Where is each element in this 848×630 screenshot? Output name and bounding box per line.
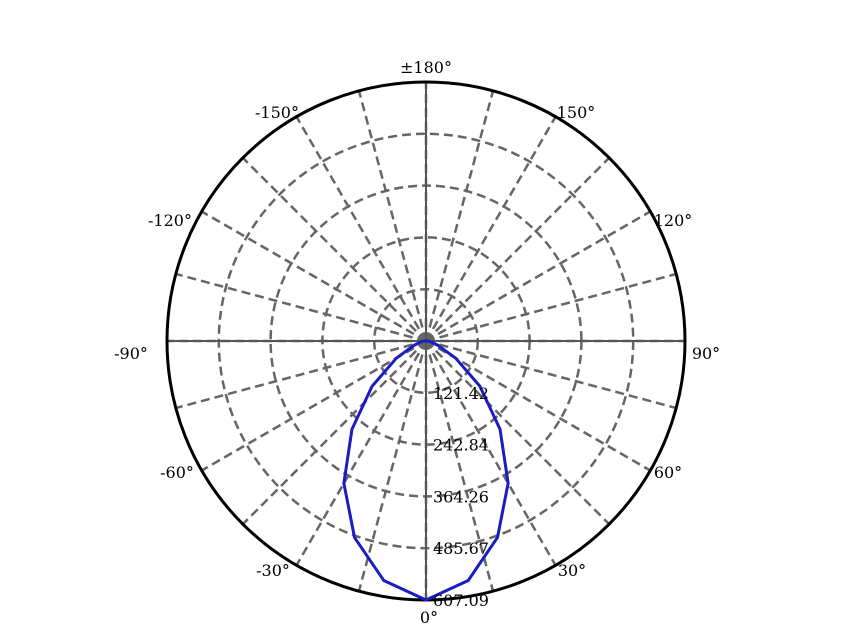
label-layer: 121.42 242.84 364.26 485.67 607.09 ±180° 150° 1… xyxy=(114,58,720,627)
angle-label: 60° xyxy=(654,463,682,482)
intensity-curve xyxy=(342,339,510,602)
grid-spoke xyxy=(425,339,677,410)
curve-layer xyxy=(342,339,510,602)
grid-spoke xyxy=(425,339,651,472)
grid-spoke xyxy=(241,156,427,342)
grid-spoke xyxy=(424,340,557,566)
grid-spoke xyxy=(425,156,611,342)
grid-spoke xyxy=(295,340,428,566)
angle-label: -90° xyxy=(114,344,148,363)
grid-spoke xyxy=(175,339,427,410)
angle-label: -60° xyxy=(160,463,194,482)
grid-spoke xyxy=(424,340,495,592)
angle-label: 150° xyxy=(557,103,596,122)
radial-tick-label: 242.84 xyxy=(433,436,489,455)
grid-spoke xyxy=(357,90,428,342)
radial-tick-label: 485.67 xyxy=(433,539,489,558)
grid-spoke xyxy=(425,340,611,526)
grid-spoke xyxy=(175,272,427,343)
radial-tick-label: 364.26 xyxy=(433,487,489,506)
grid-spoke xyxy=(424,116,557,342)
grid-spoke xyxy=(241,340,427,526)
angle-label: -150° xyxy=(255,103,299,122)
angle-label: 0° xyxy=(420,608,438,627)
grid-layer xyxy=(165,80,687,602)
grid-spoke xyxy=(425,210,651,343)
angle-label: -30° xyxy=(256,561,290,580)
angle-label: 30° xyxy=(558,561,586,580)
radial-tick-label: 121.42 xyxy=(433,384,489,403)
grid-spoke xyxy=(295,116,428,342)
angle-label: 90° xyxy=(692,344,720,363)
angle-label: -120° xyxy=(148,211,192,230)
angle-label: 120° xyxy=(654,211,693,230)
grid-spoke xyxy=(201,210,427,343)
radial-tick-label: 607.09 xyxy=(433,591,489,610)
angle-label: ±180° xyxy=(400,58,452,77)
grid-spoke xyxy=(357,340,428,592)
grid-spoke xyxy=(425,272,677,343)
grid-spoke xyxy=(424,90,495,342)
grid-spoke xyxy=(201,339,427,472)
